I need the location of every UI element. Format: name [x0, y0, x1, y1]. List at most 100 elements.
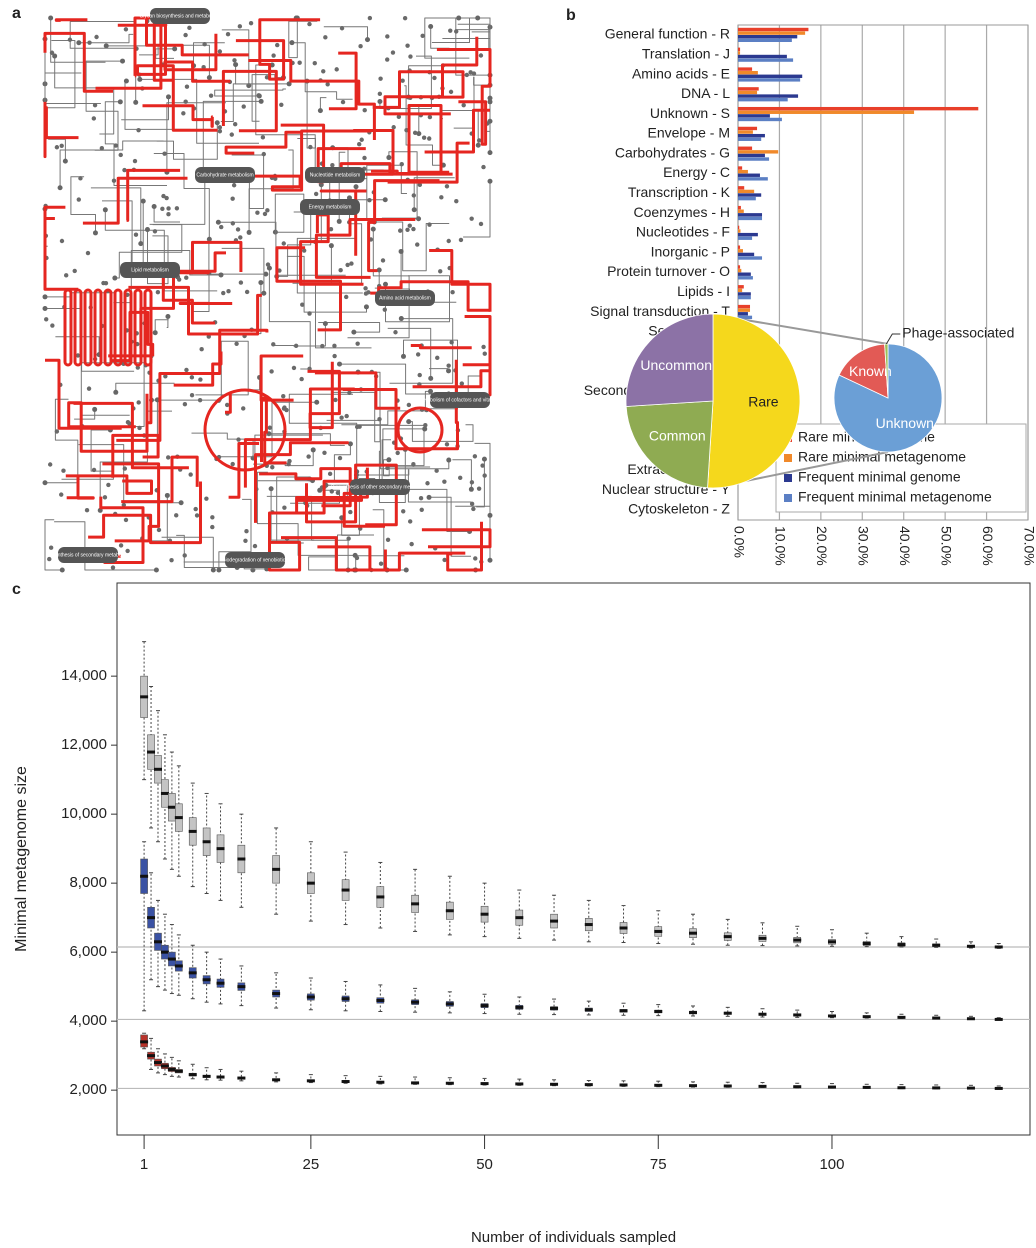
compound	[256, 93, 261, 98]
pathway	[429, 249, 492, 312]
compound	[48, 15, 54, 21]
compound	[265, 208, 270, 213]
compound	[428, 375, 434, 381]
compound	[355, 341, 360, 346]
pathway	[317, 545, 392, 572]
compound	[406, 402, 412, 408]
compound	[468, 486, 474, 492]
pathway	[65, 474, 153, 495]
pathway	[67, 393, 149, 453]
compound	[47, 462, 53, 467]
pathway	[221, 29, 250, 86]
compound	[478, 221, 484, 227]
bar	[738, 67, 753, 71]
pathway	[474, 442, 491, 516]
pathway	[219, 401, 317, 458]
compound	[272, 229, 278, 235]
compound	[446, 368, 452, 374]
compound	[176, 277, 182, 282]
compound	[337, 361, 343, 367]
y-tick-label: Transcription - K	[628, 184, 731, 200]
compound	[184, 275, 189, 280]
bar	[738, 166, 743, 170]
compound	[92, 102, 98, 108]
y-tick-label: Unknown - S	[650, 105, 730, 121]
compound	[475, 142, 481, 148]
compound	[481, 164, 486, 170]
compound	[244, 528, 249, 534]
compound	[250, 567, 256, 573]
compound	[178, 500, 184, 506]
compound	[184, 84, 190, 89]
bar	[738, 252, 755, 257]
compound	[232, 122, 238, 127]
bar	[738, 308, 751, 312]
x-tick-label: 0.0%	[731, 526, 747, 558]
compound	[403, 567, 409, 573]
compound	[49, 50, 55, 55]
compound	[427, 136, 432, 141]
compound	[377, 99, 383, 105]
pathway	[143, 288, 153, 367]
compound	[458, 475, 463, 481]
pathway	[462, 363, 492, 397]
pathway	[436, 48, 492, 146]
bar	[738, 51, 741, 55]
compound	[226, 289, 231, 294]
pathway	[73, 288, 83, 367]
pathway	[412, 315, 492, 389]
y-tick-label: Translation - J	[642, 45, 730, 61]
pathway	[220, 83, 290, 122]
bar	[738, 232, 758, 237]
compound	[169, 557, 174, 563]
bar	[738, 31, 806, 35]
compound	[152, 330, 158, 336]
compound	[345, 262, 350, 268]
pathway	[128, 285, 262, 336]
y-tick-label: Coenzymes - H	[634, 204, 730, 220]
compound	[110, 565, 116, 570]
pathway	[59, 140, 164, 188]
compound	[401, 509, 406, 514]
compound	[348, 509, 353, 515]
y-tick-label: 10,000	[61, 805, 107, 822]
compound	[47, 556, 52, 562]
compound	[261, 290, 267, 296]
compound	[377, 416, 382, 422]
bar	[738, 157, 770, 161]
compound	[382, 197, 388, 203]
y-tick-label: Inorganic - P	[651, 243, 730, 259]
pathway	[63, 288, 73, 367]
compound	[112, 275, 118, 281]
pathway	[281, 536, 387, 572]
compound	[106, 482, 111, 488]
compound	[217, 49, 223, 54]
compound	[487, 95, 493, 101]
compound	[332, 353, 337, 359]
map-label-box	[430, 392, 490, 408]
pathway	[161, 536, 214, 570]
pathway	[123, 288, 133, 367]
legend-swatch	[784, 474, 792, 482]
compound	[438, 269, 443, 274]
compound	[370, 226, 376, 232]
compound	[449, 340, 454, 345]
compound	[165, 94, 171, 100]
compound	[291, 365, 297, 371]
compound	[487, 178, 493, 184]
pathway	[176, 534, 238, 568]
compound	[241, 406, 246, 411]
compound	[125, 548, 130, 554]
pathway	[338, 151, 346, 222]
pathway	[166, 102, 226, 173]
compound	[434, 468, 439, 473]
compound	[86, 386, 92, 391]
pathway	[367, 179, 440, 273]
pathway	[104, 101, 167, 186]
compound	[144, 227, 150, 233]
bar	[738, 47, 741, 51]
compound	[478, 53, 484, 58]
compound	[92, 406, 98, 412]
compound	[210, 567, 216, 573]
pathway	[408, 421, 474, 442]
